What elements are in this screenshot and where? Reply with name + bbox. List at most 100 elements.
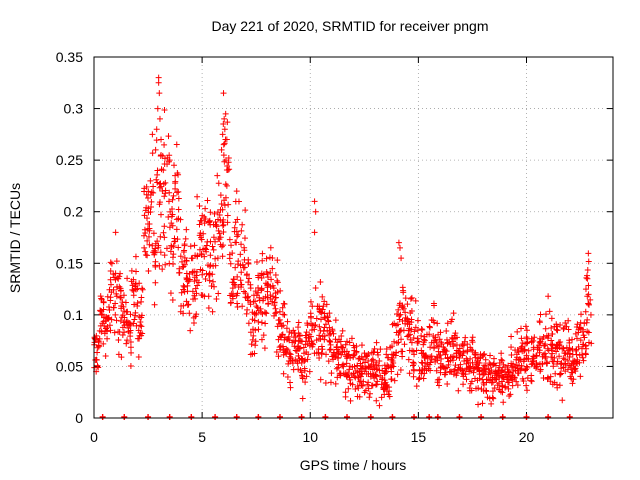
data-point (197, 230, 204, 237)
data-point (102, 313, 109, 320)
data-point (542, 350, 549, 357)
data-point (348, 335, 355, 342)
data-point (176, 265, 183, 272)
data-point (165, 198, 172, 205)
data-point (481, 366, 488, 373)
data-point (110, 304, 117, 311)
data-point (113, 293, 120, 300)
data-point (450, 310, 457, 317)
data-point (238, 269, 245, 276)
data-point (148, 204, 155, 211)
y-axis-label: SRMTID / TECUs (7, 183, 23, 293)
data-point (353, 343, 360, 350)
data-point (213, 296, 220, 303)
data-point (337, 371, 344, 378)
data-point (229, 295, 236, 302)
data-point (365, 351, 372, 358)
data-point (219, 222, 226, 229)
data-point (94, 349, 101, 356)
data-point (460, 342, 467, 349)
data-point (327, 346, 334, 353)
data-point (318, 343, 325, 350)
data-point (560, 345, 567, 352)
data-point (120, 303, 127, 310)
data-point (115, 337, 122, 344)
data-point (193, 277, 200, 284)
data-point (381, 370, 388, 377)
data-point (396, 312, 403, 319)
data-point (545, 347, 552, 354)
data-point (488, 400, 495, 407)
data-point (491, 369, 498, 376)
data-point (163, 245, 170, 252)
data-point (567, 364, 574, 371)
data-point (139, 286, 146, 293)
data-point (562, 361, 569, 368)
data-point (215, 227, 222, 234)
data-point (259, 310, 266, 317)
data-point (258, 274, 265, 281)
data-point (193, 268, 200, 275)
data-point (412, 324, 419, 331)
data-point (320, 303, 327, 310)
data-point (361, 350, 368, 357)
data-point (112, 229, 119, 236)
data-point (347, 397, 354, 404)
data-point (333, 365, 340, 372)
data-point (228, 242, 235, 249)
data-point (255, 284, 262, 291)
data-point (292, 347, 299, 354)
data-point (365, 379, 372, 386)
data-point (273, 309, 280, 316)
data-point (392, 352, 399, 359)
y-tick-label: 0.1 (64, 307, 84, 323)
data-point (402, 309, 409, 316)
data-point (525, 347, 532, 354)
data-point (467, 344, 474, 351)
data-point (343, 338, 350, 345)
data-point (326, 338, 333, 345)
data-point (152, 146, 159, 153)
data-point (573, 351, 580, 358)
data-point (551, 379, 558, 386)
data-point (530, 337, 537, 344)
data-point (407, 336, 414, 343)
x-axis-ticks: 0 5 10 15 20 (90, 57, 534, 445)
data-point (276, 308, 283, 315)
zero-marker (434, 414, 441, 420)
data-point (410, 334, 417, 341)
data-point (234, 216, 241, 223)
data-point (359, 382, 366, 389)
data-point (277, 287, 284, 294)
data-point (115, 351, 122, 358)
data-point (100, 340, 107, 347)
data-point (318, 316, 325, 323)
data-point (127, 339, 134, 346)
zero-marker (166, 414, 173, 420)
data-point (91, 339, 98, 346)
data-point (234, 273, 241, 280)
data-point (212, 238, 219, 245)
data-point (395, 306, 402, 313)
data-point (206, 218, 213, 225)
zero-marker (426, 414, 433, 420)
data-point (101, 330, 108, 337)
data-point (253, 310, 260, 317)
data-point (410, 360, 417, 367)
data-point (161, 141, 168, 148)
data-point (372, 371, 379, 378)
data-point (330, 330, 337, 337)
data-point (383, 345, 390, 352)
data-point (264, 281, 271, 288)
data-point (104, 293, 111, 300)
data-point (413, 383, 420, 390)
data-point (187, 243, 194, 250)
data-point (406, 370, 413, 377)
data-point (309, 343, 316, 350)
x-tick-label: 0 (90, 429, 98, 445)
data-point (143, 215, 150, 222)
data-point (514, 328, 521, 335)
data-point (393, 340, 400, 347)
data-point (434, 320, 441, 327)
data-point (427, 367, 434, 374)
